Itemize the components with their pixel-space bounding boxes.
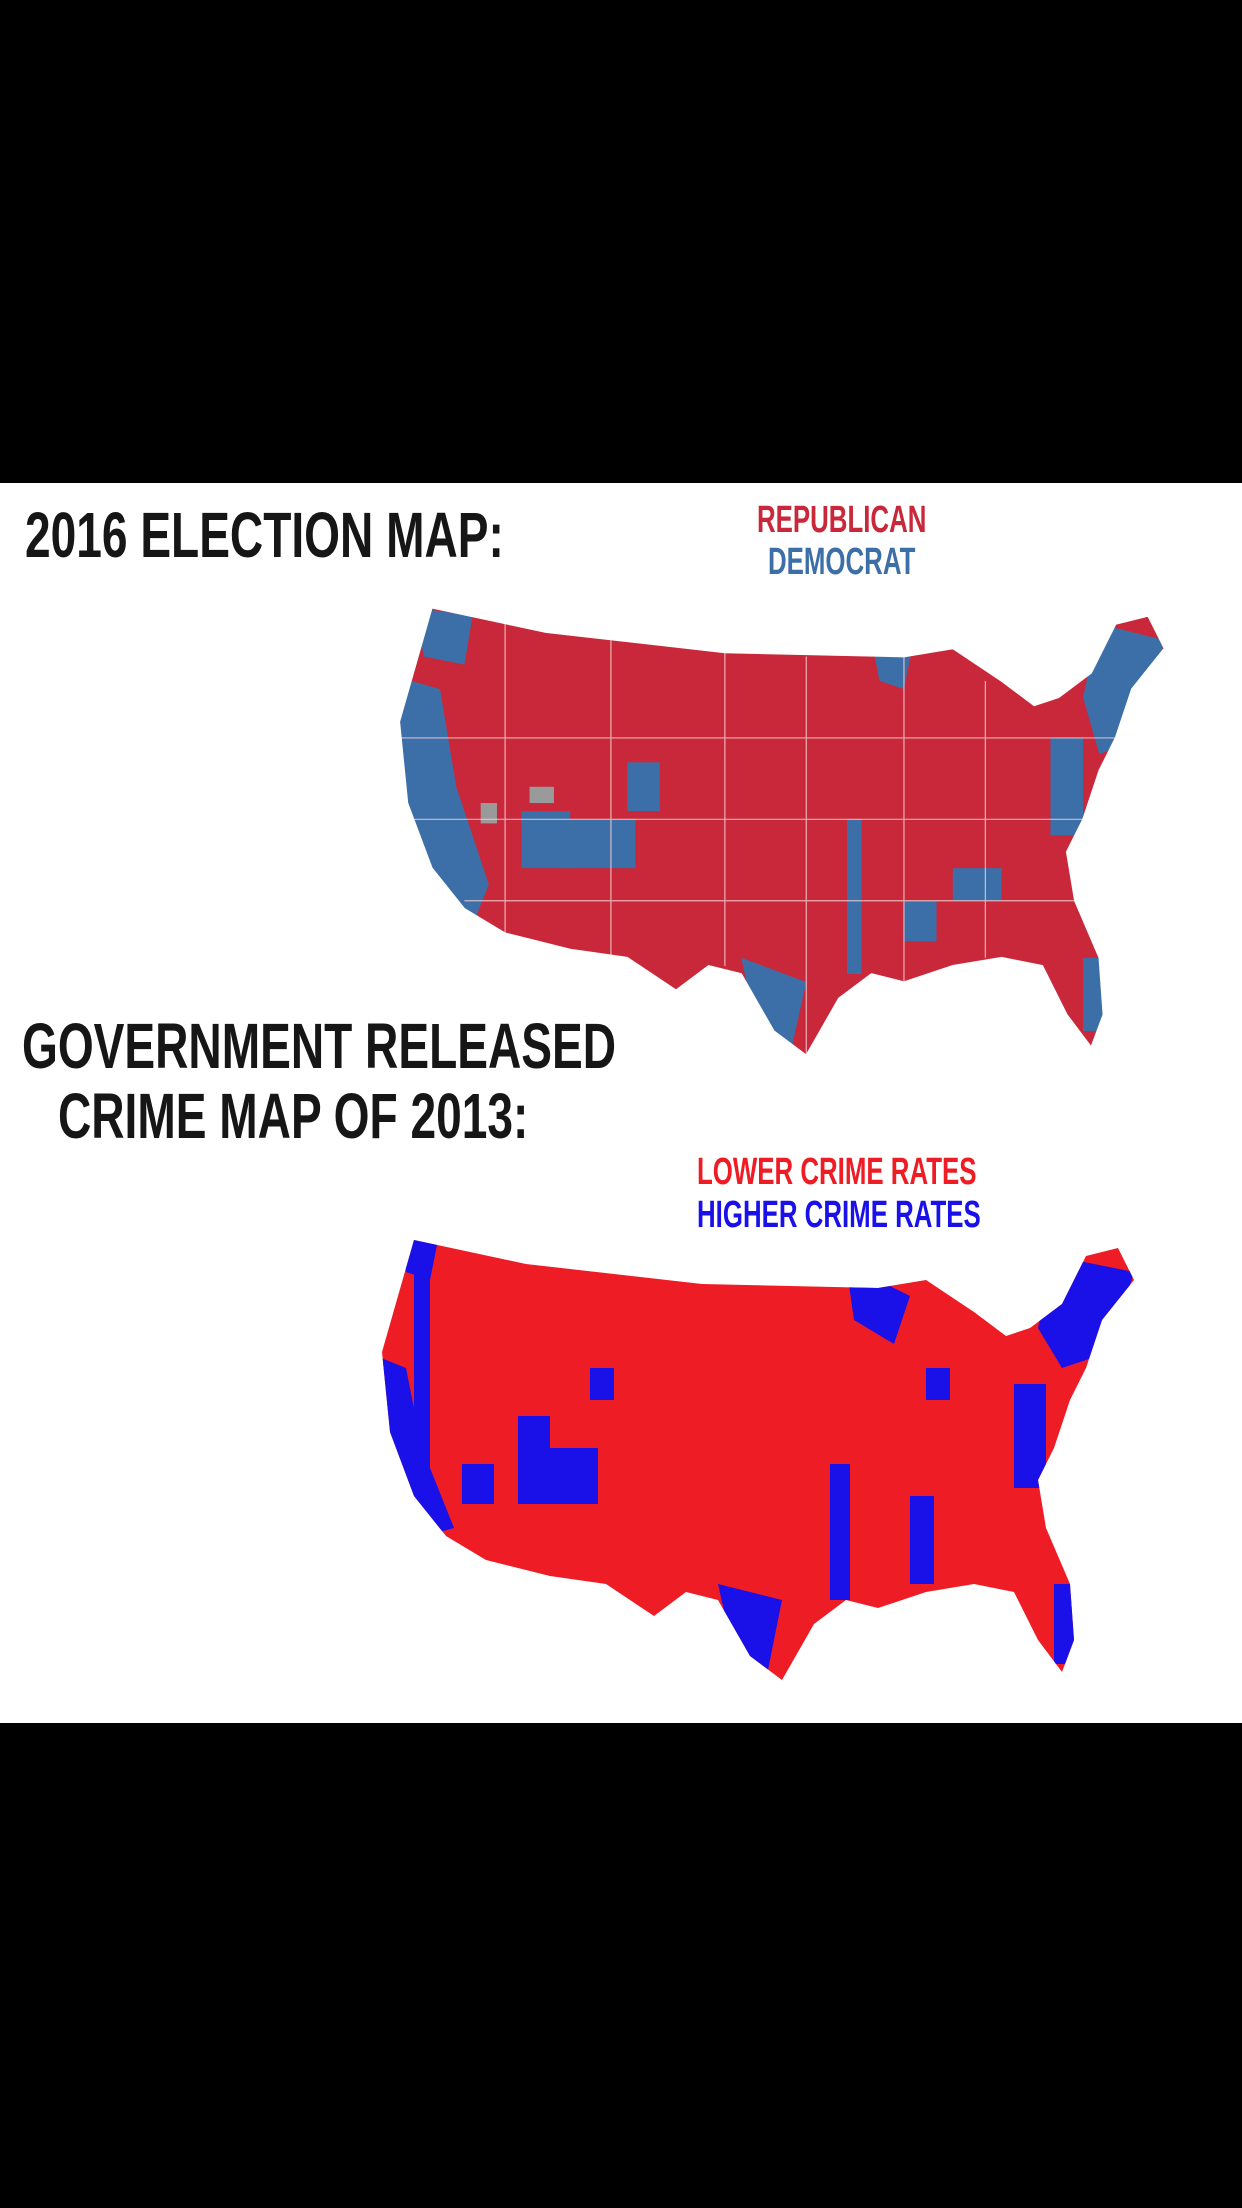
- legend-lower-crime: LOWER CRIME RATES: [697, 1151, 977, 1193]
- election-county-map: [398, 606, 1166, 1057]
- crime-map-title-line1: GOVERNMENT RELEASED: [22, 1010, 616, 1082]
- legend-republican: REPUBLICAN: [757, 499, 927, 541]
- legend-higher-crime: HIGHER CRIME RATES: [697, 1194, 981, 1236]
- legend-democrat: DEMOCRAT: [768, 541, 916, 583]
- meme-image: 2016 ELECTION MAP: REPUBLICAN DEMOCRAT: [0, 483, 1242, 1723]
- election-map-title: 2016 ELECTION MAP:: [25, 499, 504, 571]
- crime-map-title-line2: CRIME MAP OF 2013:: [58, 1080, 529, 1152]
- crime-county-map: [382, 1240, 1134, 1680]
